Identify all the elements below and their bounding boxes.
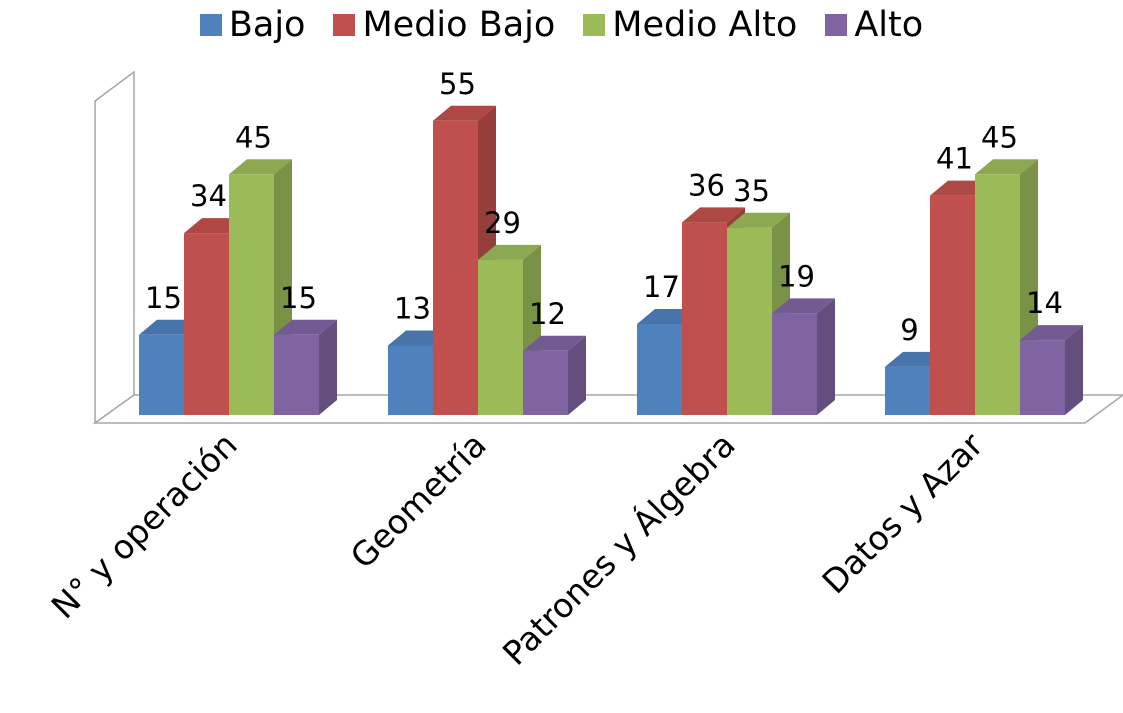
legend-item-alto: Alto [825, 4, 924, 45]
legend-label: Alto [854, 4, 924, 45]
data-label: 35 [733, 174, 770, 208]
data-label: 15 [280, 281, 317, 315]
legend-label: Medio Alto [612, 4, 798, 45]
data-label: 9 [900, 313, 918, 347]
data-label: 12 [529, 297, 566, 331]
bar-alto-datos-y-azar [1020, 325, 1083, 415]
legend-swatch [825, 14, 848, 36]
data-label: 29 [484, 206, 521, 240]
data-label: 55 [439, 67, 476, 101]
x-tick-label: Datos y Azar [814, 425, 990, 601]
data-label: 14 [1026, 286, 1063, 320]
chart-legend: Bajo Medio Bajo Medio Alto Alto [0, 2, 1123, 48]
legend-item-bajo: Bajo [199, 4, 306, 45]
data-label: 45 [235, 120, 272, 154]
data-label: 34 [190, 179, 227, 213]
legend-swatch [333, 14, 356, 36]
data-label: 36 [688, 168, 725, 202]
x-tick-label: Patrones y Álgebra [494, 424, 742, 672]
data-label: 17 [643, 270, 680, 304]
x-tick-label: N° y operación [44, 425, 245, 626]
data-label: 15 [145, 281, 182, 315]
legend-swatch [583, 14, 606, 36]
data-label: 19 [778, 259, 815, 293]
bar-alto-patrones-y-algebra [772, 298, 835, 415]
legend-item-medio-bajo: Medio Bajo [333, 4, 556, 45]
bar-alto-n-y-operacion [274, 319, 337, 415]
legend-label: Medio Bajo [362, 4, 556, 45]
data-label: 45 [981, 120, 1018, 154]
legend-label: Bajo [228, 4, 306, 45]
data-label: 41 [936, 142, 973, 176]
back-wall [94, 70, 135, 425]
chart-floor [92, 394, 1123, 424]
legend-item-medio-alto: Medio Alto [583, 4, 798, 45]
x-tick-label: Geometría [343, 425, 494, 576]
data-label: 13 [394, 291, 431, 325]
legend-swatch [199, 14, 222, 36]
bar-alto-geometria [523, 335, 586, 415]
